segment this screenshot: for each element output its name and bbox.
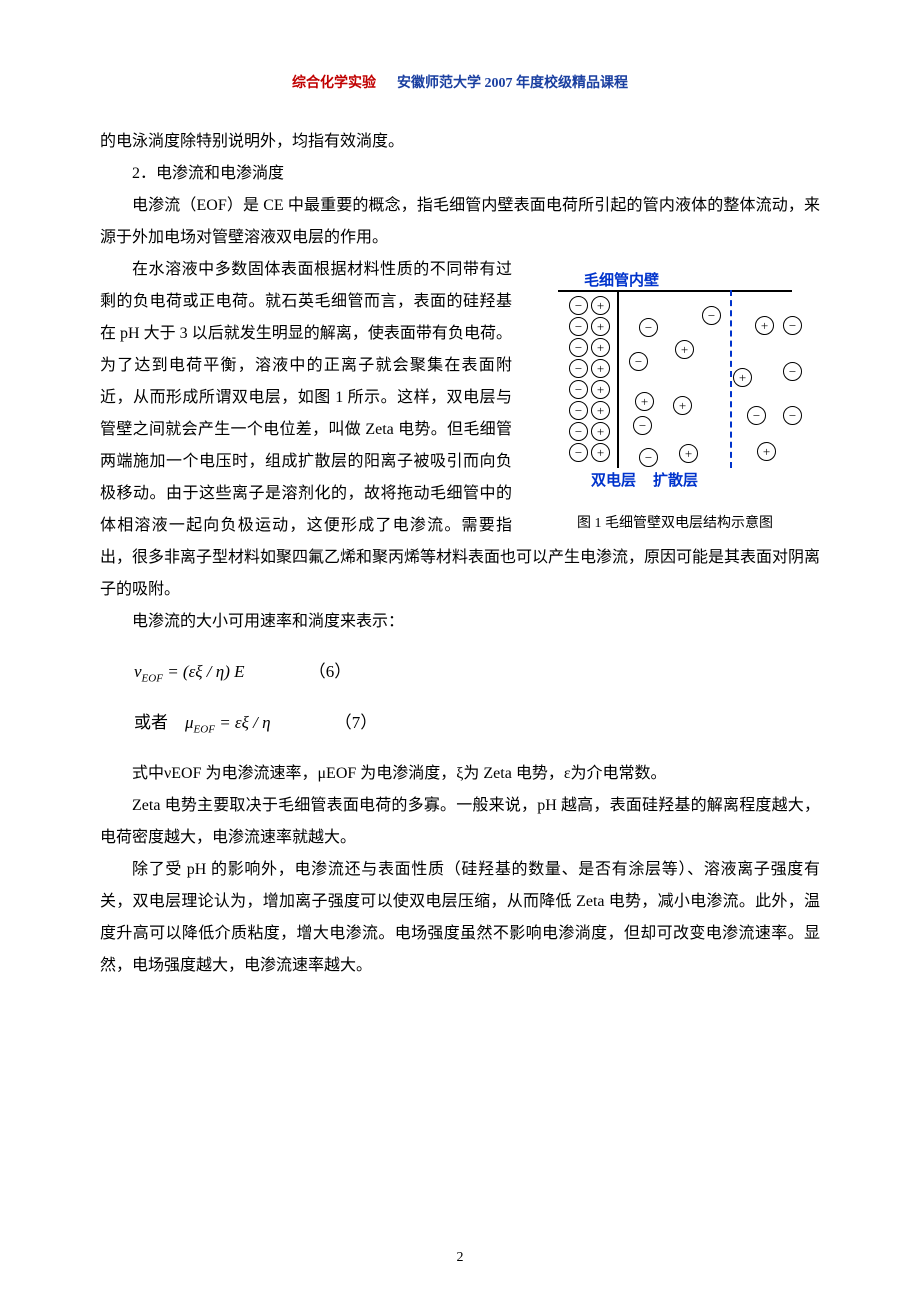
diffuse-pos-ion: + [755,316,774,335]
paragraph-8: 除了受 pH 的影响外，电渗流还与表面性质（硅羟基的数量、是否有涂层等）、溶液离… [100,854,820,982]
fixed-pos-ion: + [591,317,610,336]
header-part2: 安徽师范大学 2007 年度校级精品课程 [397,76,628,91]
paragraph-5: 电渗流的大小可用速率和淌度来表示： [100,606,820,638]
formula-7-expr: = εξ / η [215,713,271,732]
paragraph-7: Zeta 电势主要取决于毛细管表面电荷的多寡。一般来说，pH 越高，表面硅羟基的… [100,790,820,854]
label-double-layer: 双电层 [591,466,636,496]
diffuse-neg-ion: − [783,406,802,425]
fixed-neg-ion: − [569,317,588,336]
fixed-pos-ion: + [591,443,610,462]
fixed-pos-ion: + [591,380,610,399]
fixed-neg-ion: − [569,401,588,420]
diffuse-pos-ion: + [673,396,692,415]
fixed-pos-ion: + [591,422,610,441]
capillary-wall-line [558,290,792,292]
formula-6-symbol: ν [134,662,142,681]
formula-7-prefix: 或者 [134,713,185,732]
diffuse-pos-ion: + [675,340,694,359]
formula-6-number: （6） [309,662,352,681]
formula-7-symbol: μ [185,713,194,732]
diffuse-ions-area: −−+−−++−++−−−−++ [617,300,792,468]
fixed-pos-ion: + [591,338,610,357]
paragraph-6: 式中νEOF 为电渗流速率，μEOF 为电渗淌度，ξ为 Zeta 电势，ε为介电… [100,758,820,790]
fixed-pos-ion: + [591,359,610,378]
page: 综合化学实验 安徽师范大学 2007 年度校级精品课程 的电泳淌度除特别说明外，… [0,0,920,1302]
header-part1: 综合化学实验 [292,76,376,91]
diffuse-neg-ion: − [633,416,652,435]
figure-1: 毛细管内壁 −−−−−−−− ++++++++ −−+−−++−++−−−−++… [530,260,820,538]
fixed-pos-ion: + [591,401,610,420]
formula-6: νEOF = (εξ / η) E （6） [134,655,820,689]
diffuse-neg-ion: − [702,306,721,325]
paragraph-3: 电渗流（EOF）是 CE 中最重要的概念，指毛细管内壁表面电荷所引起的管内液体的… [100,190,820,254]
formula-6-sub: EOF [142,672,163,684]
figure-1-diagram: 毛细管内壁 −−−−−−−− ++++++++ −−+−−++−++−−−−++… [535,260,815,500]
fixed-pos-ion: + [591,296,610,315]
page-number: 2 [0,1244,920,1272]
paragraph-1: 的电泳淌度除特别说明外，均指有效淌度。 [100,126,820,158]
diffuse-pos-ion: + [733,368,752,387]
diffuse-pos-ion: + [679,444,698,463]
diffuse-neg-ion: − [783,362,802,381]
fixed-neg-ion: − [569,338,588,357]
fixed-positive-column: + + + + + + + + [591,296,610,464]
diffuse-neg-ion: − [747,406,766,425]
formula-7-sub: EOF [194,724,215,736]
diffuse-neg-ion: − [639,448,658,467]
page-header: 综合化学实验 安徽师范大学 2007 年度校级精品课程 [100,70,820,98]
fixed-neg-ion: − [569,422,588,441]
diffuse-pos-ion: + [757,442,776,461]
fixed-neg-ion: − [569,443,588,462]
diffuse-neg-ion: − [783,316,802,335]
fixed-neg-ion: − [569,296,588,315]
diffuse-pos-ion: + [635,392,654,411]
fixed-neg-ion: − [569,359,588,378]
section-heading-2: 2．电渗流和电渗淌度 [100,158,820,190]
figure-1-caption: 图 1 毛细管壁双电层结构示意图 [530,510,820,538]
formula-7: 或者 μEOF = εξ / η （7） [134,706,820,740]
fixed-neg-ion: − [569,380,588,399]
label-diffuse-layer: 扩散层 [653,466,698,496]
fixed-negative-column: − − − − − − − − [569,296,588,464]
formula-6-expr: = (εξ / η) E [163,662,245,681]
formula-7-number: （7） [335,713,378,732]
diffuse-neg-ion: − [639,318,658,337]
diffuse-neg-ion: − [629,352,648,371]
